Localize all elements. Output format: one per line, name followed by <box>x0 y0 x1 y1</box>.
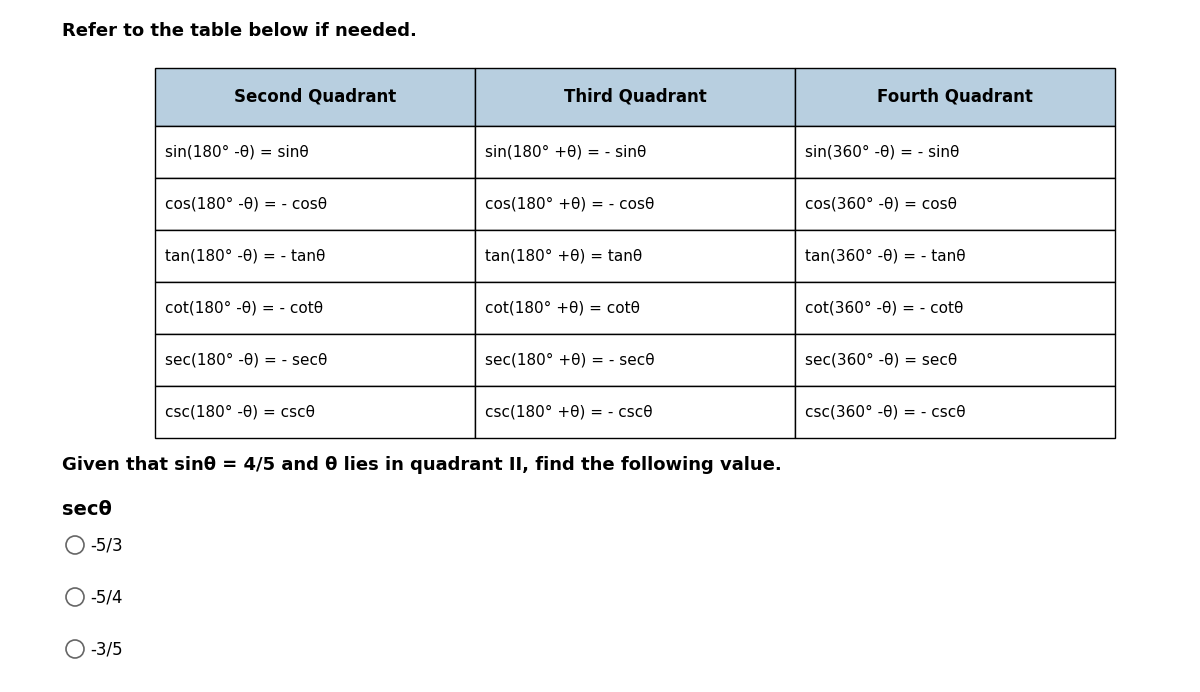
Text: tan(360° -θ) = - tanθ: tan(360° -θ) = - tanθ <box>805 248 966 264</box>
Text: Third Quadrant: Third Quadrant <box>564 88 707 106</box>
Bar <box>796 68 1115 126</box>
Text: tan(180° +θ) = tanθ: tan(180° +θ) = tanθ <box>485 248 642 264</box>
Text: -5/4: -5/4 <box>90 588 122 606</box>
Bar <box>796 386 1115 438</box>
Text: Refer to the table below if needed.: Refer to the table below if needed. <box>62 22 416 40</box>
Bar <box>475 230 796 282</box>
Bar <box>155 126 475 178</box>
Text: sin(180° +θ) = - sinθ: sin(180° +θ) = - sinθ <box>485 145 647 159</box>
Bar <box>796 230 1115 282</box>
Text: sec(180° +θ) = - secθ: sec(180° +θ) = - secθ <box>485 352 655 367</box>
Text: cot(180° -θ) = - cotθ: cot(180° -θ) = - cotθ <box>166 300 323 316</box>
Text: cos(180° -θ) = - cosθ: cos(180° -θ) = - cosθ <box>166 197 328 212</box>
Bar <box>796 282 1115 334</box>
Text: csc(180° +θ) = - cscθ: csc(180° +θ) = - cscθ <box>485 405 653 419</box>
Text: tan(180° -θ) = - tanθ: tan(180° -θ) = - tanθ <box>166 248 325 264</box>
Bar <box>475 126 796 178</box>
Bar <box>475 178 796 230</box>
Bar <box>796 178 1115 230</box>
Bar <box>475 68 796 126</box>
Text: -5/3: -5/3 <box>90 536 122 554</box>
Text: secθ: secθ <box>62 500 112 519</box>
Bar <box>475 334 796 386</box>
Text: sec(180° -θ) = - secθ: sec(180° -θ) = - secθ <box>166 352 328 367</box>
Bar <box>475 386 796 438</box>
Text: csc(180° -θ) = cscθ: csc(180° -θ) = cscθ <box>166 405 314 419</box>
Bar <box>155 68 475 126</box>
Bar <box>796 126 1115 178</box>
Text: sin(180° -θ) = sinθ: sin(180° -θ) = sinθ <box>166 145 308 159</box>
Text: cos(180° +θ) = - cosθ: cos(180° +θ) = - cosθ <box>485 197 654 212</box>
Bar <box>155 230 475 282</box>
Text: -3/5: -3/5 <box>90 640 122 658</box>
Bar <box>155 334 475 386</box>
Text: Given that sinθ = 4/5 and θ lies in quadrant II, find the following value.: Given that sinθ = 4/5 and θ lies in quad… <box>62 456 781 474</box>
Text: sin(360° -θ) = - sinθ: sin(360° -θ) = - sinθ <box>805 145 959 159</box>
Text: Second Quadrant: Second Quadrant <box>234 88 396 106</box>
Bar <box>155 282 475 334</box>
Text: sec(360° -θ) = secθ: sec(360° -θ) = secθ <box>805 352 958 367</box>
Bar <box>796 334 1115 386</box>
Bar <box>475 282 796 334</box>
Text: cot(180° +θ) = cotθ: cot(180° +θ) = cotθ <box>485 300 640 316</box>
Bar <box>155 178 475 230</box>
Text: csc(360° -θ) = - cscθ: csc(360° -θ) = - cscθ <box>805 405 966 419</box>
Text: Fourth Quadrant: Fourth Quadrant <box>877 88 1033 106</box>
Text: cos(360° -θ) = cosθ: cos(360° -θ) = cosθ <box>805 197 958 212</box>
Bar <box>155 386 475 438</box>
Text: cot(360° -θ) = - cotθ: cot(360° -θ) = - cotθ <box>805 300 964 316</box>
